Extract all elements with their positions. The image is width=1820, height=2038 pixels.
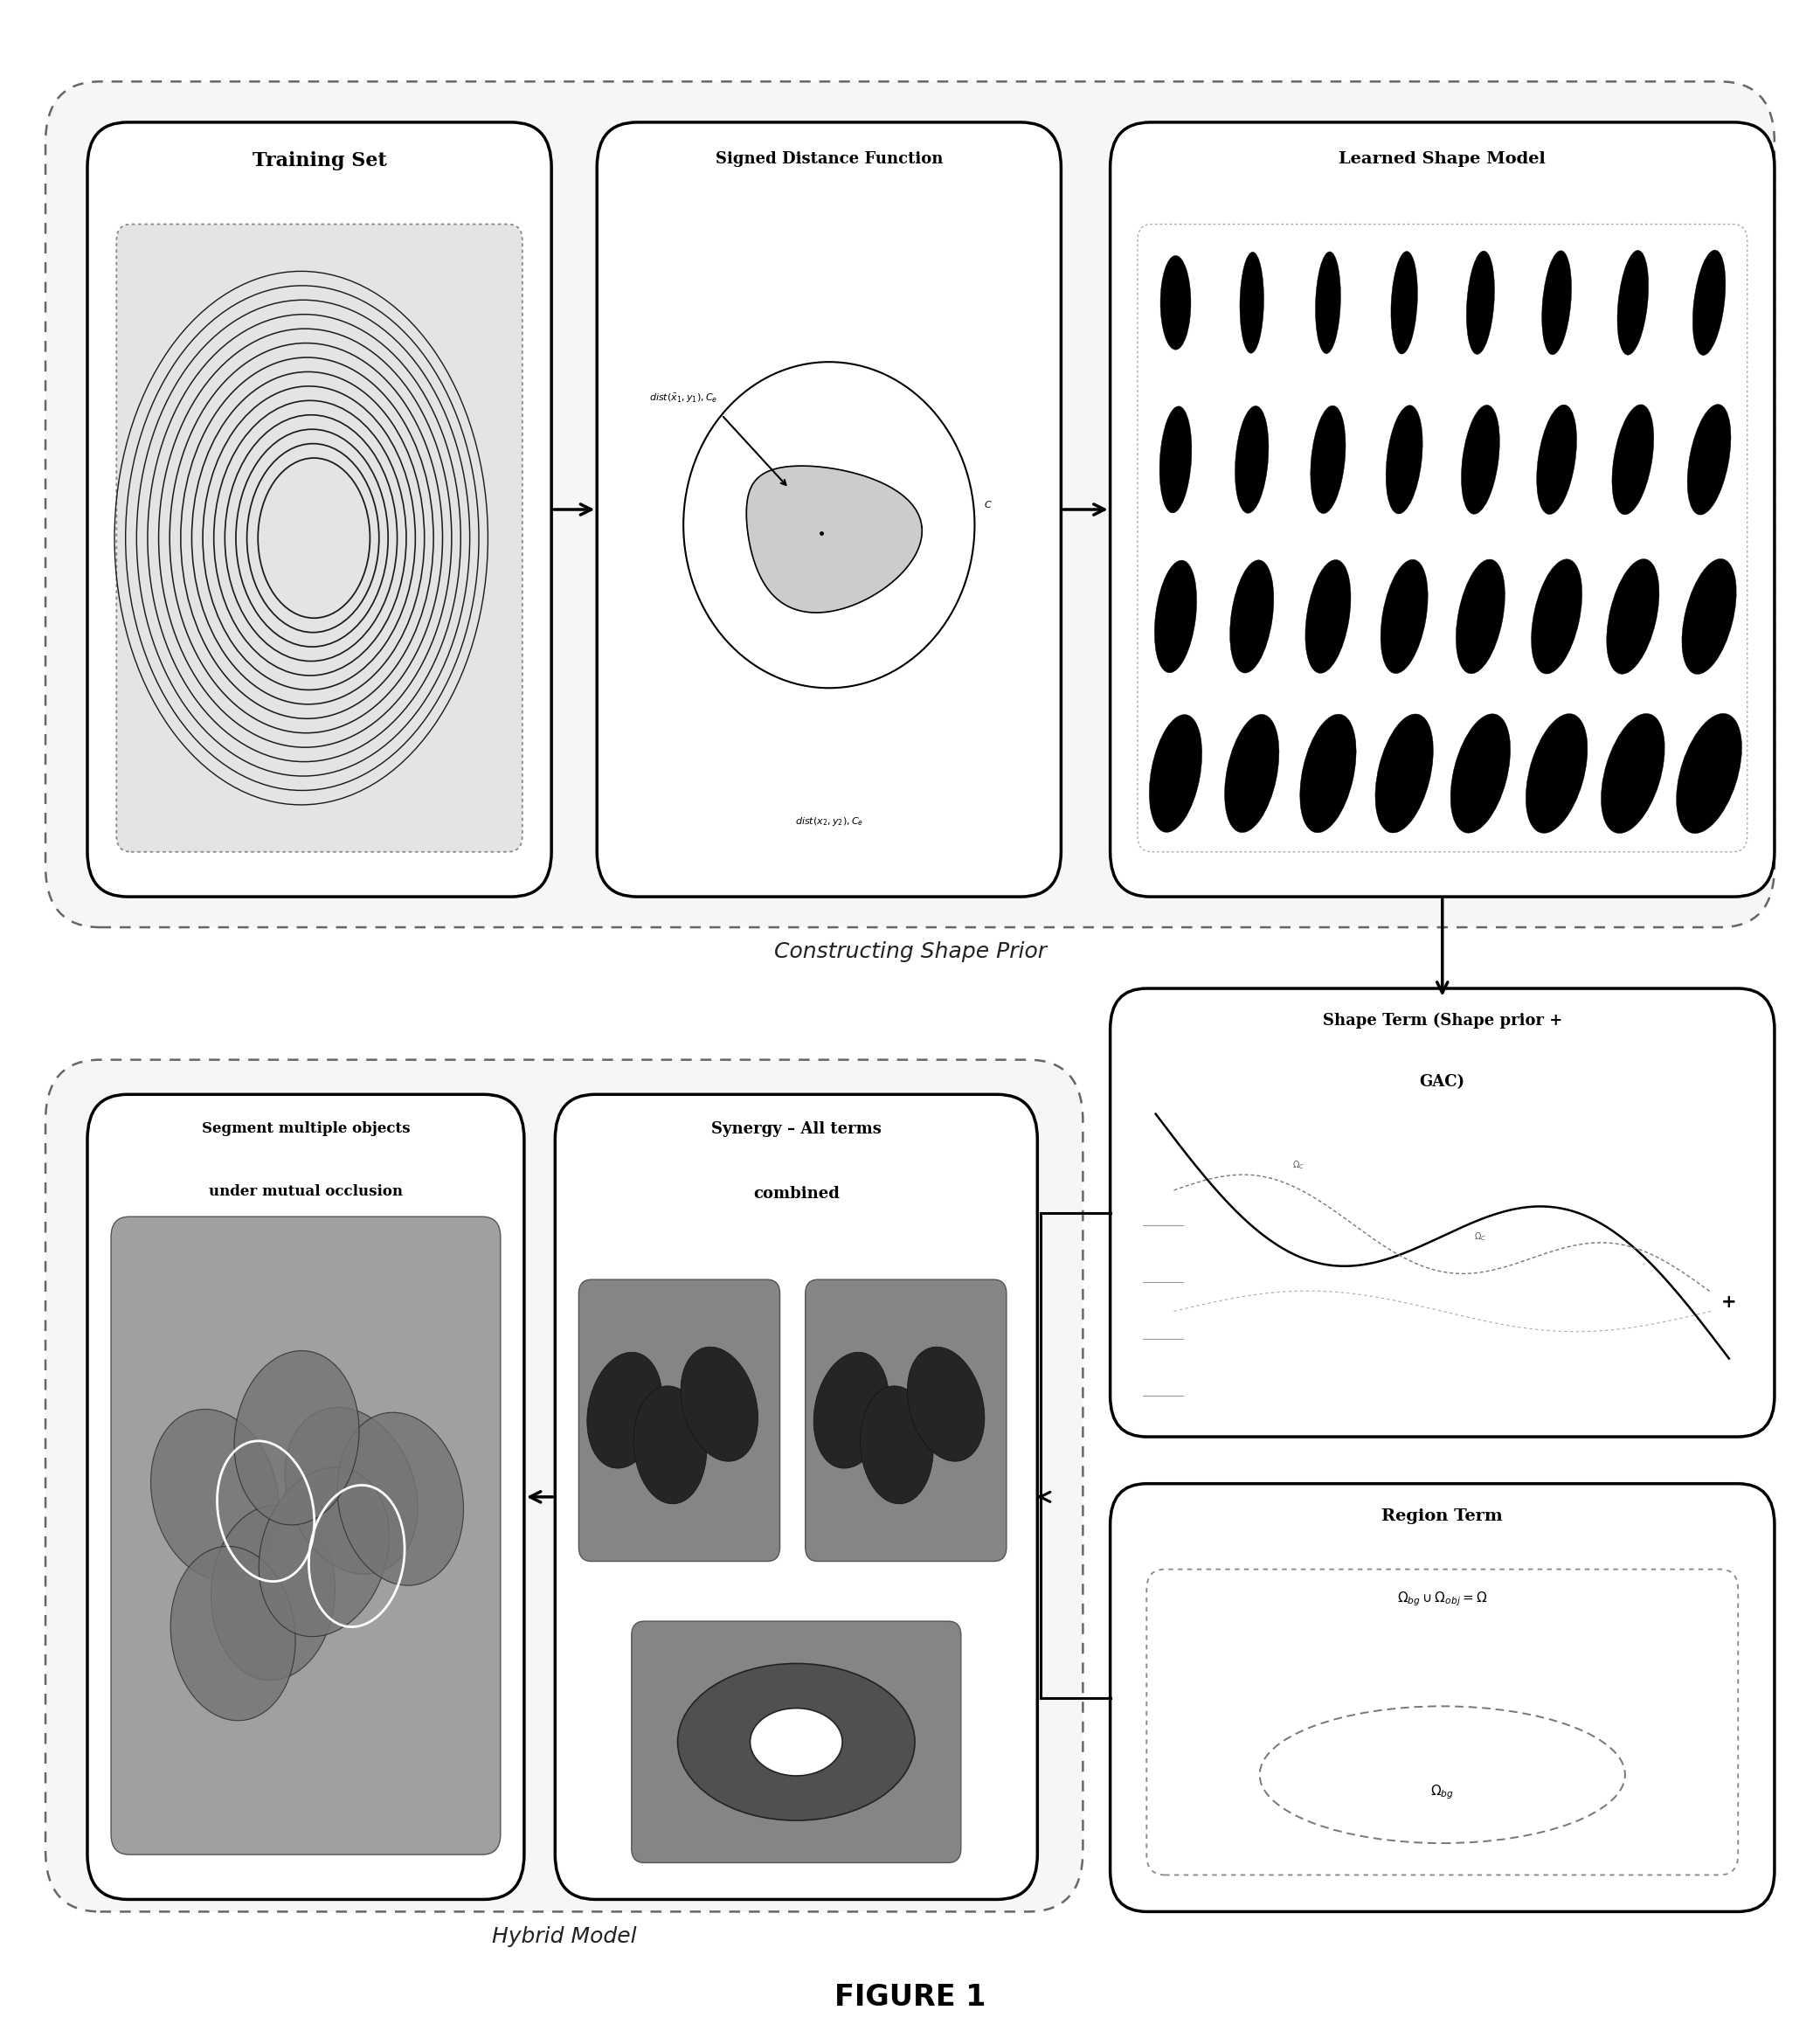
FancyBboxPatch shape — [1110, 122, 1774, 897]
FancyBboxPatch shape — [116, 224, 522, 852]
Ellipse shape — [1161, 255, 1190, 351]
Ellipse shape — [211, 1506, 335, 1679]
FancyBboxPatch shape — [1110, 1484, 1774, 1912]
FancyBboxPatch shape — [1138, 224, 1747, 852]
Text: $\Omega_C$: $\Omega_C$ — [1292, 1160, 1305, 1172]
Ellipse shape — [1536, 406, 1576, 514]
Text: combined: combined — [753, 1186, 839, 1202]
Ellipse shape — [1159, 406, 1192, 514]
Ellipse shape — [1154, 560, 1198, 673]
Ellipse shape — [258, 1467, 389, 1637]
Ellipse shape — [1531, 558, 1582, 675]
Text: $\Omega_{bg} \cup \Omega_{obj} = \Omega$: $\Omega_{bg} \cup \Omega_{obj} = \Omega$ — [1398, 1590, 1487, 1608]
Ellipse shape — [337, 1412, 464, 1586]
Text: Synergy – All terms: Synergy – All terms — [712, 1121, 881, 1137]
Ellipse shape — [1456, 558, 1505, 675]
Text: $\Omega_C$: $\Omega_C$ — [1474, 1231, 1487, 1243]
FancyBboxPatch shape — [46, 82, 1774, 927]
Ellipse shape — [1687, 404, 1731, 516]
Text: +: + — [1722, 1294, 1736, 1310]
Ellipse shape — [1607, 558, 1660, 675]
Ellipse shape — [171, 1547, 295, 1720]
Text: Hybrid Model: Hybrid Model — [491, 1926, 637, 1946]
Ellipse shape — [1148, 715, 1201, 832]
Text: Region Term: Region Term — [1381, 1508, 1503, 1524]
FancyBboxPatch shape — [804, 1280, 1006, 1561]
Ellipse shape — [1236, 406, 1269, 514]
FancyBboxPatch shape — [579, 1280, 779, 1561]
Ellipse shape — [1310, 406, 1345, 514]
Text: $C$: $C$ — [983, 499, 992, 510]
Ellipse shape — [1676, 713, 1742, 834]
Ellipse shape — [1230, 560, 1274, 673]
Ellipse shape — [1613, 404, 1654, 516]
Ellipse shape — [1542, 251, 1571, 355]
Ellipse shape — [1602, 713, 1665, 834]
Ellipse shape — [588, 1351, 662, 1467]
Ellipse shape — [681, 1347, 759, 1461]
Ellipse shape — [151, 1408, 278, 1581]
Ellipse shape — [1461, 406, 1500, 514]
Ellipse shape — [633, 1386, 706, 1504]
Ellipse shape — [1385, 406, 1423, 514]
Ellipse shape — [906, 1347, 985, 1461]
Text: $dist(x_2,y_2),C_e$: $dist(x_2,y_2),C_e$ — [795, 815, 863, 827]
FancyBboxPatch shape — [87, 1094, 524, 1899]
FancyBboxPatch shape — [1110, 988, 1774, 1437]
Ellipse shape — [1239, 253, 1263, 353]
Ellipse shape — [1316, 251, 1341, 355]
Ellipse shape — [814, 1351, 888, 1467]
Ellipse shape — [750, 1708, 843, 1775]
Text: GAC): GAC) — [1420, 1074, 1465, 1090]
FancyBboxPatch shape — [87, 122, 551, 897]
Text: under mutual occlusion: under mutual occlusion — [209, 1184, 402, 1198]
Text: Shape Term (Shape prior +: Shape Term (Shape prior + — [1323, 1013, 1562, 1029]
Ellipse shape — [861, 1386, 934, 1504]
FancyBboxPatch shape — [597, 122, 1061, 897]
FancyBboxPatch shape — [632, 1622, 961, 1863]
Ellipse shape — [1682, 558, 1736, 675]
Ellipse shape — [1376, 713, 1434, 834]
Text: Learned Shape Model: Learned Shape Model — [1340, 151, 1545, 167]
FancyBboxPatch shape — [46, 1060, 1083, 1912]
Text: $\Omega_{bg}$: $\Omega_{bg}$ — [1431, 1783, 1454, 1802]
Ellipse shape — [1467, 251, 1494, 355]
Text: Training Set: Training Set — [253, 151, 386, 169]
Ellipse shape — [1693, 251, 1725, 355]
Ellipse shape — [1299, 713, 1356, 834]
Ellipse shape — [286, 1408, 417, 1573]
Ellipse shape — [235, 1351, 359, 1524]
Ellipse shape — [1451, 713, 1511, 834]
Text: Segment multiple objects: Segment multiple objects — [202, 1121, 410, 1135]
Ellipse shape — [1390, 251, 1418, 355]
FancyBboxPatch shape — [111, 1217, 501, 1855]
Ellipse shape — [1618, 251, 1649, 355]
Polygon shape — [746, 467, 923, 613]
Text: Constructing Shape Prior: Constructing Shape Prior — [774, 942, 1046, 962]
FancyBboxPatch shape — [1147, 1569, 1738, 1875]
Ellipse shape — [1381, 560, 1429, 673]
Text: Signed Distance Function: Signed Distance Function — [715, 151, 943, 167]
Ellipse shape — [1305, 560, 1350, 673]
Text: FIGURE 1: FIGURE 1 — [834, 1983, 986, 2012]
Ellipse shape — [677, 1663, 915, 1820]
FancyBboxPatch shape — [555, 1094, 1037, 1899]
Text: $dist(\bar{x}_1,y_1),C_e$: $dist(\bar{x}_1,y_1),C_e$ — [650, 393, 717, 406]
Ellipse shape — [1225, 715, 1279, 832]
Ellipse shape — [1525, 713, 1587, 834]
